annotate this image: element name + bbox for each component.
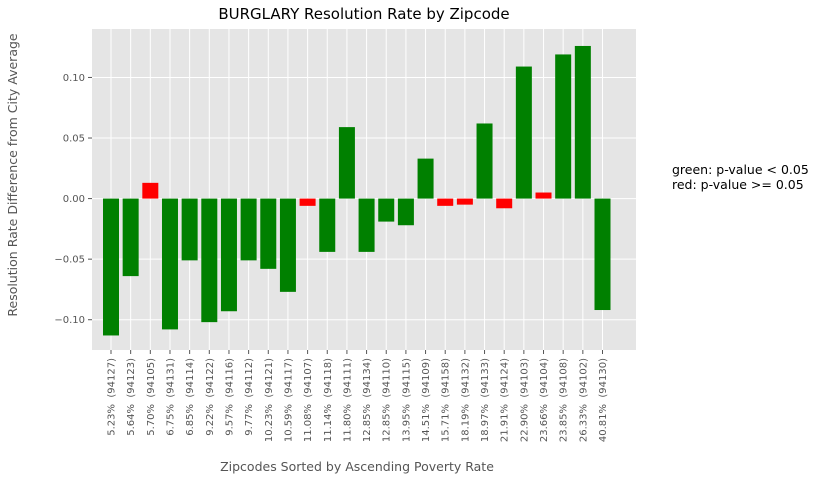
y-tick-label: 0.00 [63, 194, 85, 205]
bar [397, 198, 414, 226]
bar [103, 198, 119, 336]
x-tick-label: 23.66% (94104) [539, 358, 550, 442]
x-tick-label: 10.59% (94117) [283, 358, 294, 442]
y-axis-ticks: 0.10 0.05 0.00 −0.05 −0.10 [54, 73, 92, 326]
bar [142, 182, 159, 199]
x-tick-label: 9.57% (94116) [224, 358, 235, 436]
bar [476, 123, 493, 199]
x-tick-label: 22.90% (94103) [519, 358, 530, 442]
bar [260, 198, 277, 269]
x-tick-label: 11.14% (94118) [323, 358, 334, 442]
bar [161, 198, 178, 330]
x-tick-label: 5.70% (94105) [146, 358, 157, 436]
bar [378, 198, 395, 222]
x-tick-label: 9.77% (94112) [244, 358, 255, 436]
bar [319, 198, 336, 252]
bar [122, 198, 139, 277]
bar [437, 198, 454, 206]
x-tick-label: 10.23% (94121) [264, 358, 275, 442]
x-tick-label: 15.71% (94158) [441, 358, 452, 442]
bar [358, 198, 375, 252]
x-tick-label: 5.64% (94123) [126, 358, 137, 436]
y-tick-label: 0.05 [63, 134, 85, 145]
bar [574, 45, 591, 199]
x-tick-label: 18.97% (94133) [480, 358, 491, 442]
x-tick-label: 12.85% (94134) [362, 358, 373, 442]
x-tick-label: 18.19% (94132) [460, 358, 471, 442]
bar [555, 54, 572, 199]
bar [417, 158, 434, 199]
bar [594, 198, 611, 311]
x-tick-label: 14.51% (94109) [421, 358, 432, 442]
bar [220, 198, 237, 312]
x-tick-label: 26.33% (94102) [578, 358, 589, 442]
x-tick-label: 11.08% (94107) [303, 358, 314, 442]
x-tick-label: 12.85% (94110) [382, 358, 393, 442]
x-axis-label: Zipcodes Sorted by Ascending Poverty Rat… [220, 459, 494, 474]
bar [240, 198, 257, 261]
bar [299, 198, 316, 206]
bar [181, 198, 198, 261]
y-tick-label: −0.10 [54, 315, 85, 326]
bar [338, 127, 355, 199]
x-tick-label: 11.80% (94111) [342, 358, 353, 442]
bar [456, 198, 473, 205]
bar [515, 66, 532, 199]
bar [201, 198, 218, 323]
legend-note-green: green: p-value < 0.05 [672, 162, 809, 177]
x-tick-label: 6.85% (94114) [185, 358, 196, 436]
x-tick-label: 13.95% (94115) [401, 358, 412, 442]
y-tick-label: 0.10 [63, 73, 85, 84]
bar [535, 192, 552, 199]
plot-background [92, 29, 636, 350]
bars [103, 45, 611, 336]
x-axis-ticks: 5.23% (94127) 5.64% (94123) 5.70% (94105) 6… [107, 350, 609, 442]
x-tick-label: 23.85% (94108) [559, 358, 570, 442]
x-tick-label: 40.81% (94130) [598, 358, 609, 442]
chart-title: BURGLARY Resolution Rate by Zipcode [218, 5, 509, 23]
legend-note-red: red: p-value >= 0.05 [672, 177, 804, 192]
y-axis-label: Resolution Rate Difference from City Ave… [5, 33, 20, 317]
x-tick-label: 21.91% (94124) [500, 358, 511, 442]
bar [279, 198, 296, 292]
x-tick-label: 5.23% (94127) [107, 358, 118, 436]
y-tick-label: −0.05 [54, 255, 85, 266]
x-tick-label: 6.75% (94131) [165, 358, 176, 436]
bar [496, 198, 513, 209]
x-tick-label: 9.22% (94122) [205, 358, 216, 436]
